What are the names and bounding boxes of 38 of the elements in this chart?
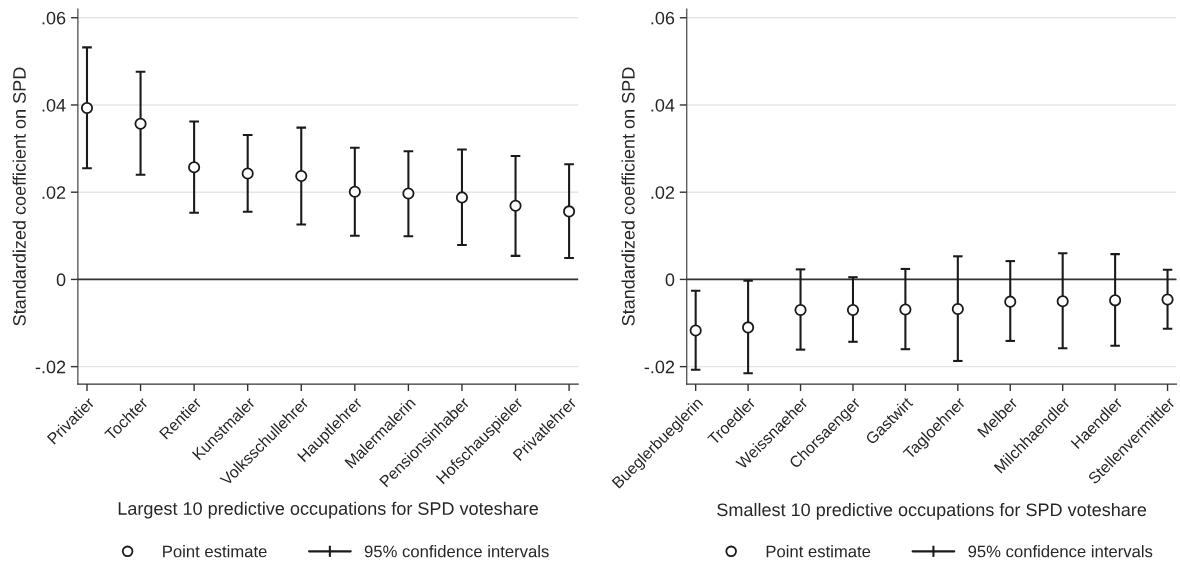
point xyxy=(402,187,415,200)
y-tick-label: .06 xyxy=(651,11,675,25)
x-axis-title: Largest 10 predictive occupations for SPD voteshare xyxy=(118,501,539,519)
legend-label: Point estimate xyxy=(163,545,267,558)
point xyxy=(241,167,254,180)
point xyxy=(1161,293,1174,306)
point xyxy=(794,303,807,316)
y-tick-label: .02 xyxy=(42,186,66,199)
y-tick-label: -.02 xyxy=(35,360,66,374)
y-tick-label: .02 xyxy=(651,186,675,199)
y-axis-title: Standardized coefficient on SPD xyxy=(12,67,26,326)
text: 95% confidence intervals xyxy=(968,545,1153,558)
point xyxy=(295,170,308,183)
y-tick-label: .06 xyxy=(42,11,66,25)
point xyxy=(846,303,860,316)
point xyxy=(1004,295,1017,308)
point xyxy=(188,161,201,174)
point xyxy=(899,303,912,316)
point xyxy=(348,185,361,198)
point xyxy=(1109,294,1122,307)
point xyxy=(951,303,964,316)
point xyxy=(509,199,522,212)
y-axis-title: Standardized coefficient on SPD xyxy=(621,67,635,326)
x-axis-title: Smallest 10 predictive occupations for SPD voteshare xyxy=(717,502,1147,520)
point xyxy=(134,117,147,130)
point xyxy=(563,205,576,218)
y-tick-label: 0 xyxy=(56,273,66,287)
point xyxy=(80,101,94,115)
point xyxy=(742,321,755,334)
point xyxy=(1056,295,1069,308)
legend-label: Point estimate xyxy=(766,545,871,558)
y-tick-label: -.02 xyxy=(644,360,675,374)
point xyxy=(455,191,469,204)
y-tick-label: .04 xyxy=(42,98,66,112)
text: 95% confidence intervals xyxy=(364,545,549,558)
y-tick-label: 0 xyxy=(665,273,675,287)
point xyxy=(689,324,702,337)
y-tick-label: .04 xyxy=(651,98,675,112)
